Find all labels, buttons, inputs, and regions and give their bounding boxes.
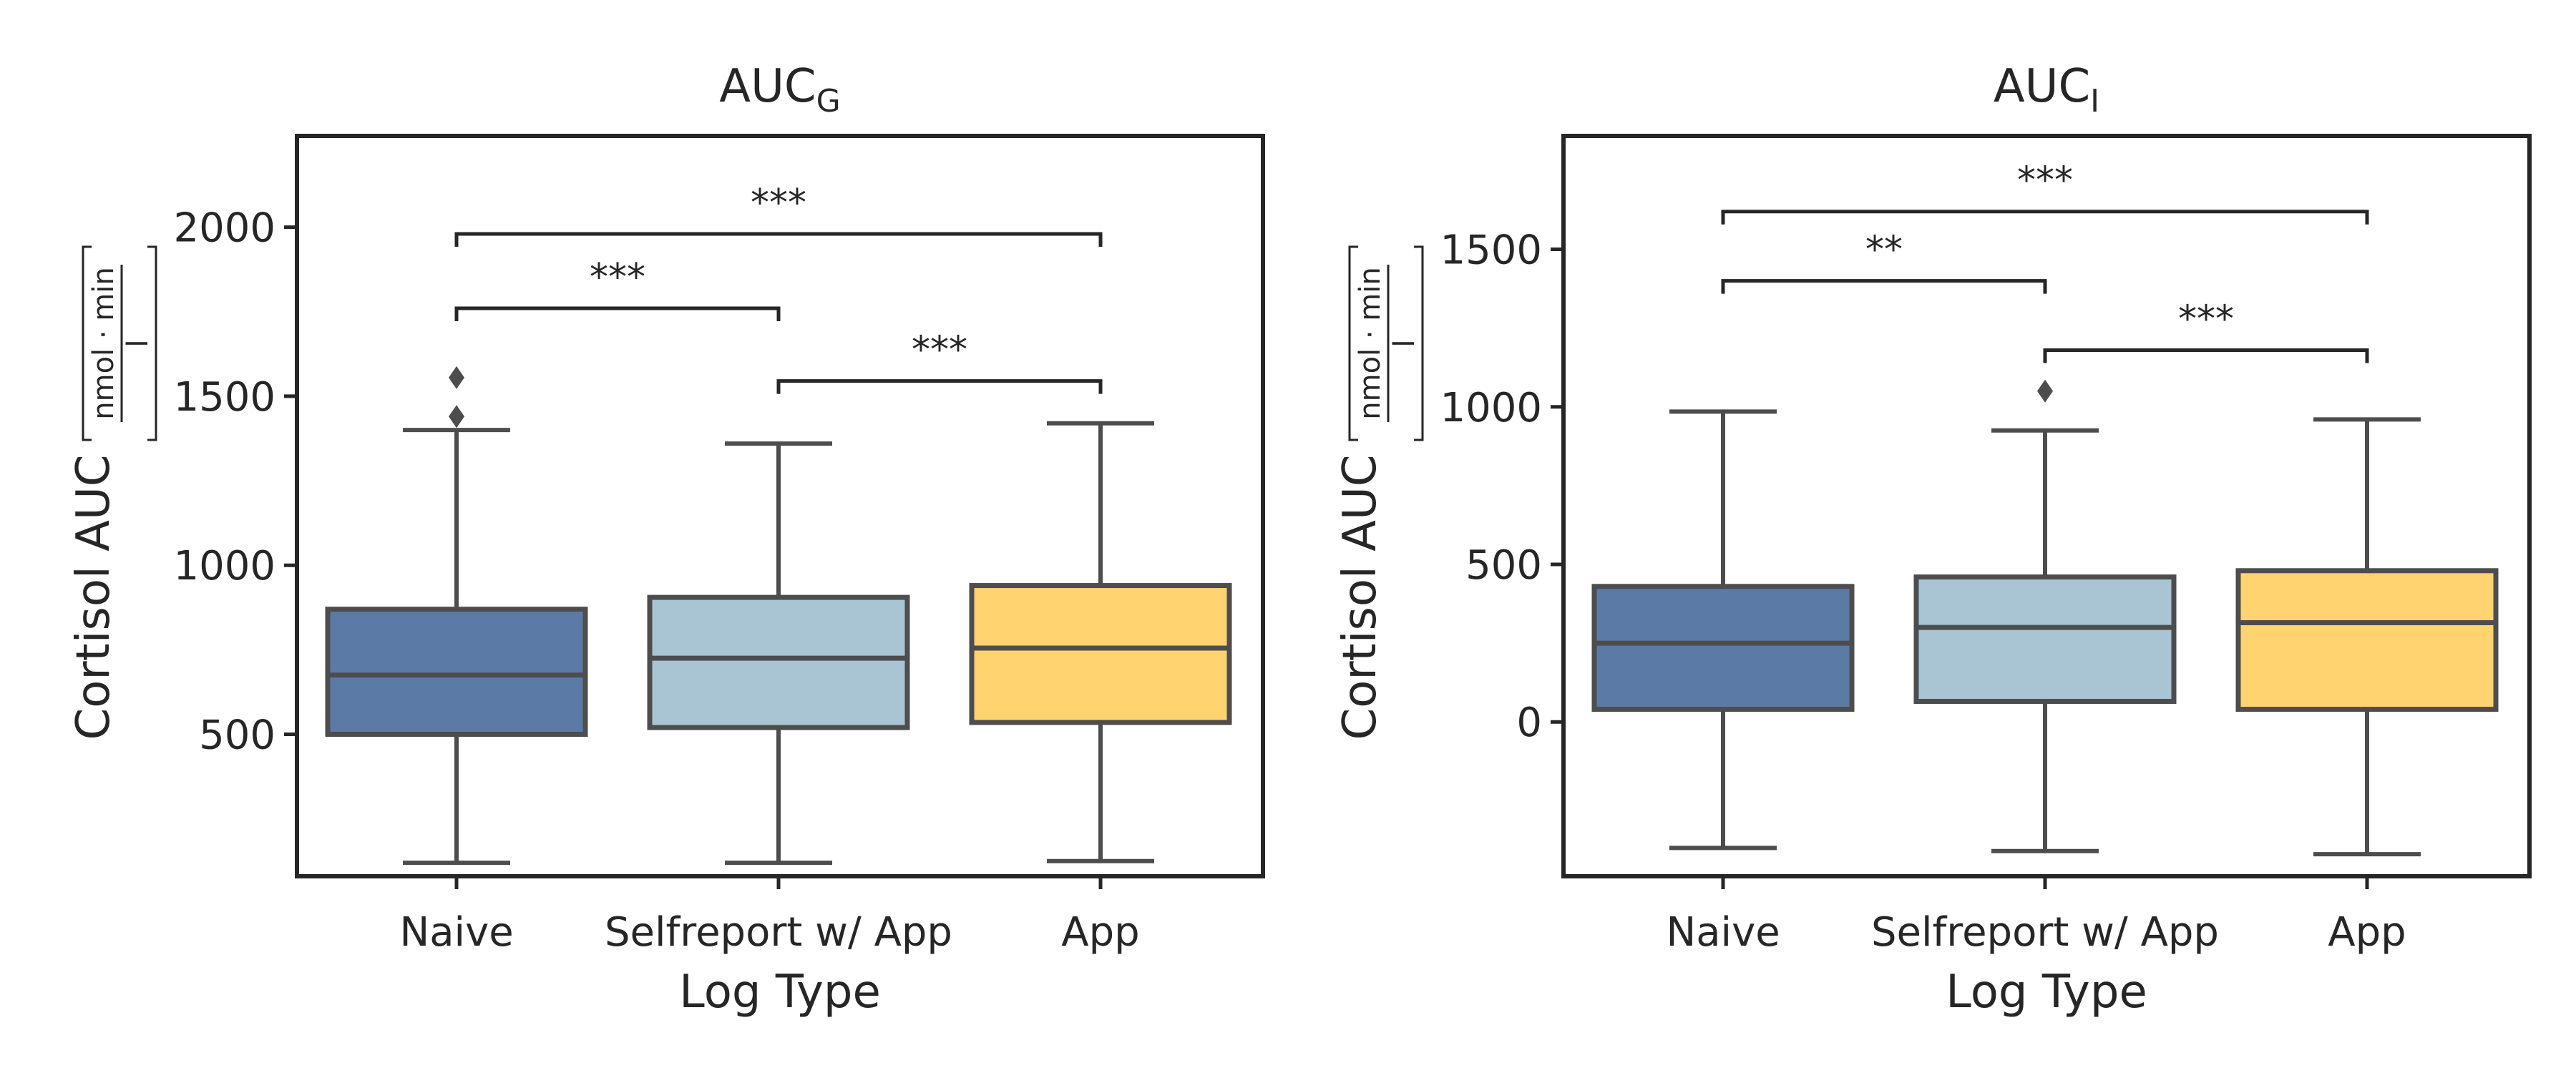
significance-label: *** xyxy=(2178,298,2234,340)
x-tick-label: Selfreport w/ App xyxy=(605,909,952,956)
y-tick-label: 500 xyxy=(199,712,275,759)
unit-bracket-left xyxy=(1348,245,1358,441)
box-iqr xyxy=(2235,568,2499,712)
y-tick-label: 0 xyxy=(1516,700,1542,746)
significance-label: ** xyxy=(1865,229,1903,272)
box-iqr xyxy=(1591,584,1855,712)
y-tick-label: 500 xyxy=(1465,542,1542,589)
box-2 xyxy=(647,441,910,866)
significance-label: *** xyxy=(912,329,967,372)
box-3 xyxy=(969,421,1232,863)
plot-frame xyxy=(1561,134,2532,878)
unit-bracket-left xyxy=(82,245,92,441)
unit-numerator: nmol · min xyxy=(87,267,120,419)
y-axis-unit: nmol · min l xyxy=(82,245,157,441)
box-iqr xyxy=(325,607,588,738)
y-tick-label: 1500 xyxy=(1440,227,1542,274)
box-iqr xyxy=(969,583,1232,725)
y-axis-label: Cortisol AUC xyxy=(67,455,120,740)
box-1 xyxy=(1591,409,1855,851)
x-tick-label: Selfreport w/ App xyxy=(1871,909,2219,956)
x-tick-label: Naive xyxy=(1666,909,1780,956)
x-axis-label: Log Type xyxy=(679,966,881,1019)
significance-bracket xyxy=(776,379,1103,394)
chart-title: AUCG xyxy=(719,60,840,119)
y-tick-label: 1000 xyxy=(1440,385,1542,431)
significance-label: *** xyxy=(751,182,806,225)
significance-label: *** xyxy=(2017,160,2073,202)
significance-bracket xyxy=(454,232,1103,248)
significance-bracket xyxy=(1721,279,2047,294)
y-tick-label: 1000 xyxy=(173,543,275,589)
y-axis-label: Cortisol AUC xyxy=(1334,455,1387,740)
unit-bracket-right xyxy=(1414,245,1424,441)
y-tick-label: 1500 xyxy=(173,374,275,421)
box-2 xyxy=(1913,379,2177,853)
x-tick-label: Naive xyxy=(399,909,513,956)
y-tick-label: 2000 xyxy=(173,205,275,252)
significance-bracket xyxy=(1721,210,2369,225)
unit-denominator: l xyxy=(1388,339,1421,347)
outlier-point xyxy=(449,366,464,389)
box-iqr xyxy=(1913,574,2177,705)
outlier-point xyxy=(2037,379,2053,403)
box-3 xyxy=(2235,417,2499,857)
outlier-point xyxy=(449,405,464,428)
x-axis-label: Log Type xyxy=(1946,966,2147,1019)
x-tick-label: App xyxy=(1061,909,1139,956)
x-tick-label: App xyxy=(2328,909,2406,956)
chart-panel-1: AUCG 500 1000 1500 2000 Naive Selfreport w/ Ap… xyxy=(67,60,1265,1019)
box-1 xyxy=(325,366,588,866)
unit-bracket-right xyxy=(147,245,157,441)
significance-bracket xyxy=(454,306,781,322)
box-iqr xyxy=(647,594,910,730)
unit-numerator: nmol · min xyxy=(1354,267,1387,419)
significance-bracket xyxy=(2043,348,2369,363)
chart-title: AUCI xyxy=(1994,60,2099,119)
significance-label: *** xyxy=(590,256,645,299)
chart-panel-2: AUCI 0 500 1000 1500 Naive Selfreport w/ App Ap… xyxy=(1334,60,2532,1019)
y-axis-unit: nmol · min l xyxy=(1348,245,1424,441)
plot-frame xyxy=(295,134,1265,878)
unit-denominator: l xyxy=(122,339,155,347)
